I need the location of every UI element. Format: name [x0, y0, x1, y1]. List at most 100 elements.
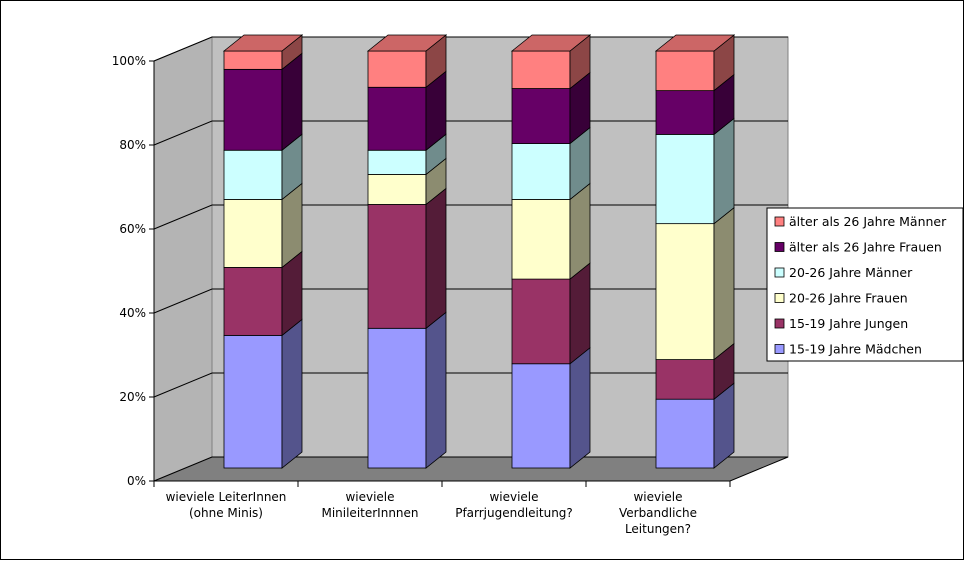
y-axis: 0% 20% 40% 60% 80% 100%: [112, 54, 155, 488]
legend-box: [766, 207, 964, 362]
bar-top: [654, 34, 736, 52]
bar-segment: [223, 52, 303, 152]
category-label: wieviele LeiterInnen (ohne Minis): [166, 490, 287, 520]
bar-segment: [223, 250, 303, 337]
bar-front: [511, 88, 571, 144]
bar-front: [655, 90, 715, 135]
bar-side: [425, 187, 447, 330]
category-label-line: wieviele: [489, 490, 538, 504]
bar-side: [713, 206, 735, 361]
bar-top: [222, 34, 304, 52]
category-label: wieviele Verbandliche Leitungen?: [619, 490, 697, 536]
legend-swatch: [774, 344, 785, 354]
bar-side: [569, 182, 591, 280]
bar-front: [367, 327, 427, 469]
legend: älter als 26 Jahre Männer älter als 26 Ja…: [766, 207, 964, 362]
bar-side: [713, 117, 735, 225]
bar-front: [511, 143, 571, 200]
bar-front: [655, 359, 715, 400]
gridline: [153, 288, 788, 314]
bar-front: [223, 199, 283, 268]
bar-front: [655, 50, 715, 92]
bar-segment: [367, 187, 447, 330]
bar-front: [367, 50, 427, 88]
y-tick-label: 100%: [112, 54, 146, 68]
legend-label: älter als 26 Jahre Männer: [789, 214, 947, 229]
gridline: [153, 204, 788, 230]
bar-segment: [367, 70, 447, 152]
bar-front: [223, 267, 283, 336]
bar-front: [511, 363, 571, 469]
category-label: wieviele Pfarrjugendleitung?: [455, 490, 573, 520]
bar-segment: [223, 318, 303, 469]
y-tick-label: 80%: [119, 138, 146, 152]
bar-front: [223, 50, 283, 70]
category-label-line: Verbandliche: [619, 506, 697, 520]
category-label-line: wieviele: [633, 490, 682, 504]
legend-label: 20-26 Jahre Männer: [789, 265, 913, 280]
bar-segment: [511, 126, 591, 201]
bar-front: [367, 204, 427, 329]
legend-label: älter als 26 Jahre Frauen: [789, 240, 942, 255]
bar-segment: [222, 34, 304, 71]
gridline: [153, 120, 788, 146]
bar-segment: [655, 382, 735, 469]
legend-swatch: [774, 242, 785, 252]
category-label-line: MinileiterInnnen: [321, 506, 418, 520]
bar-segment: [654, 34, 736, 92]
bar-segment: [367, 157, 447, 206]
category-label-line: wieviele LeiterInnen: [166, 490, 287, 504]
category-label-line: Leitungen?: [625, 522, 691, 536]
y-tick-label: 40%: [119, 306, 146, 320]
bar-side: [569, 262, 591, 365]
gridline: [153, 372, 788, 398]
legend-swatch: [774, 267, 785, 278]
bar-front: [223, 334, 283, 469]
bar-segment: [511, 182, 591, 280]
bar-top: [510, 34, 592, 52]
bar-segment: [510, 34, 592, 90]
legend-label: 15-19 Jahre Jungen: [789, 316, 908, 331]
bar-side: [281, 52, 303, 152]
bars: [222, 34, 736, 469]
bar-side: [281, 318, 303, 469]
y-tick-label: 0%: [127, 474, 146, 488]
bar-top: [366, 34, 448, 52]
legend-swatch: [774, 293, 785, 303]
bar-front: [655, 133, 715, 225]
bar-front: [511, 278, 571, 365]
bar-segment: [367, 133, 447, 176]
bar-front: [511, 50, 571, 89]
bar-segment: [511, 346, 591, 469]
category-label: wieviele MinileiterInnnen: [321, 490, 418, 520]
legend-swatch: [774, 216, 785, 227]
y-tick-label: 20%: [119, 390, 146, 404]
bar-front: [223, 149, 283, 200]
side-wall: [153, 36, 213, 482]
category-label-line: wieviele: [345, 490, 394, 504]
bar-segment: [655, 206, 735, 361]
bar-segment: [367, 311, 447, 469]
bar-front: [511, 199, 571, 280]
bar-front: [367, 174, 427, 205]
x-axis: wieviele LeiterInnen (ohne Minis)wieviele…: [153, 480, 731, 536]
bar-side: [569, 346, 591, 469]
gridline: [153, 36, 788, 62]
bar-front: [223, 68, 283, 151]
category-label-line: Pfarrjugendleitung?: [455, 506, 573, 520]
bar-side: [425, 311, 447, 469]
category-label-line: (ohne Minis): [189, 506, 263, 520]
legend-swatch: [774, 318, 785, 329]
bar-segment: [366, 34, 448, 89]
legend-label: 20-26 Jahre Frauen: [789, 291, 908, 306]
bar-front: [655, 398, 715, 469]
gridlines: [153, 36, 788, 398]
bar-segment: [655, 73, 735, 136]
bar-front: [367, 149, 427, 175]
y-tick-label: 60%: [119, 222, 146, 236]
bar-front: [367, 86, 427, 151]
bar-front: [655, 223, 715, 360]
legend-label: 15-19 Jahre Mädchen: [789, 342, 922, 357]
